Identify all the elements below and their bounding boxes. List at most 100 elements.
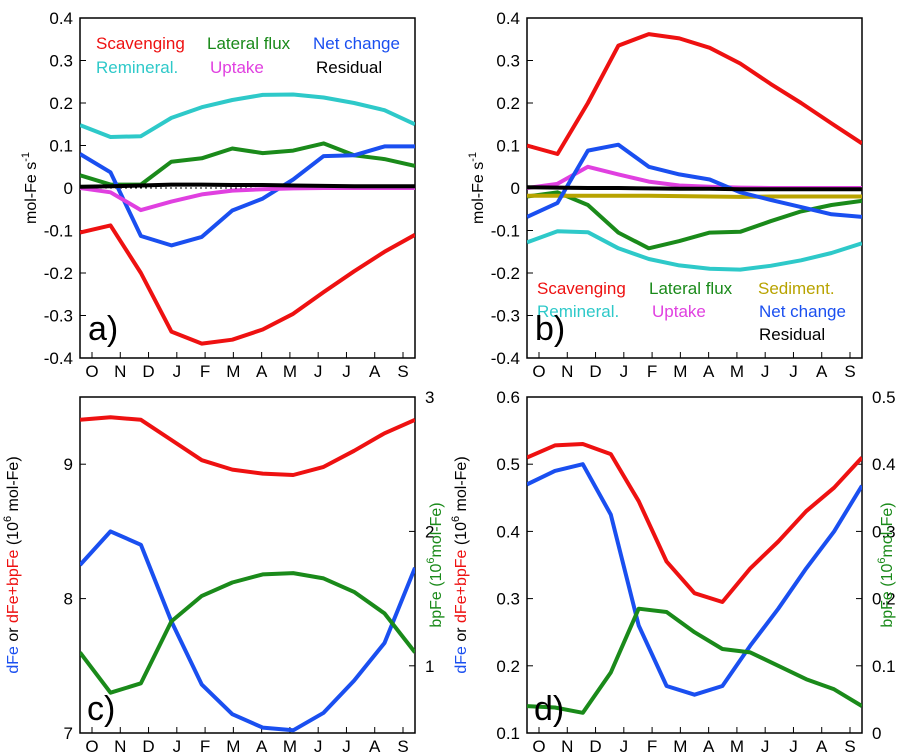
x-tick-label: M [226,737,240,756]
legend-entry: Scavenging [96,34,185,53]
x-tick-label: N [561,362,573,381]
x-tick-label: F [647,362,657,381]
y-axis-label-part: (10 [453,522,470,550]
x-tick-label: M [730,362,744,381]
y-tick-label: 0 [64,179,73,198]
y-tick-label: 0.1 [496,137,520,156]
legend-entry: Residual [759,325,825,344]
x-tick-label: M [673,737,687,756]
y-tick-label: 0.5 [496,455,520,474]
y-tick-label: 0.1 [496,724,520,743]
y-tick-label: -0.2 [44,264,73,283]
x-tick-label: J [342,737,351,756]
x-tick-label: J [342,362,351,381]
panel-label: d) [534,690,564,728]
y2-tick-label: 0.3 [872,522,896,541]
x-tick-label: J [173,737,182,756]
series-line-scavenging [527,32,862,156]
y-tick-label: 0.2 [49,94,73,113]
x-tick-label: N [114,362,126,381]
y2-tick-label: 0.4 [872,455,896,474]
y-tick-label: -0.3 [491,307,520,326]
x-tick-label: A [256,362,268,381]
series-line-sediment [527,193,862,199]
x-tick-label: J [314,737,323,756]
y-tick-label: 0.4 [49,9,73,28]
legend-entry: Sediment. [758,279,835,298]
x-tick-label: A [703,737,715,756]
x-tick-label: D [142,737,154,756]
x-tick-label: D [589,737,601,756]
y-tick-label: 0.3 [49,52,73,71]
y2-axis-label-part: bpFe (10 [428,564,445,628]
x-tick-label: F [200,737,210,756]
y-tick-label: -0.4 [491,349,520,368]
y-axis-label-superscript: -1 [20,152,32,162]
series-line-dfe [527,462,862,697]
panel-b: O N D J F M A M J J A S-0.4-0.3-0.2-0.100.10.20.30.… [467,9,863,381]
x-tick-label: J [761,362,770,381]
x-tick-label: F [200,362,210,381]
x-tick-label: J [761,737,770,756]
series-line-bpfe [80,571,415,695]
x-tick-label: S [397,737,408,756]
y2-tick-label: 1 [425,657,434,676]
y-tick-label: 8 [64,590,73,609]
y2-tick-label: 0.2 [872,590,896,609]
y-axis-label-text: mol-Fe s [23,162,40,224]
y-axis-label-part: 6 [450,516,462,522]
x-tick-label: O [532,362,545,381]
y2-axis-label-part: mol-Fe) [879,502,896,557]
y-axis-label-part: (10 [5,522,22,550]
x-tick-label: O [532,737,545,756]
series-line-dfe-bpfe [527,442,862,604]
series-line-dfe [80,529,415,733]
y-axis-label: mol-Fe s-1 [467,152,487,224]
x-tick-label: S [397,362,408,381]
x-tick-label: O [85,362,98,381]
y2-axis-label-part: bpFe (10 [879,564,896,628]
series-line-remineral [80,92,415,139]
legend-entry: Uptake [652,302,706,321]
x-tick-label: A [816,362,828,381]
y-tick-label: -0.1 [491,222,520,241]
y2-axis-label: bpFe (106mol-Fe) [425,502,445,627]
legend-entry: Lateral flux [649,279,733,298]
y-axis-label-text: mol-Fe s [470,162,487,224]
x-tick-label: M [283,362,297,381]
y-axis-label-part: dFe+bpFe [5,549,22,622]
y-tick-label: 0.4 [496,9,520,28]
x-tick-label: J [620,362,629,381]
legend-entry: Residual [316,58,382,77]
y-tick-label: -0.1 [44,222,73,241]
y-tick-label: 0.4 [496,522,520,541]
legend-entry: Remineral. [96,58,178,77]
x-tick-label: D [142,362,154,381]
legend-entry: Uptake [210,58,264,77]
legend-entry: Net change [313,34,400,53]
y2-tick-label: 0 [872,724,881,743]
y-tick-label: 0.2 [496,94,520,113]
y2-axis-label: bpFe (106mol-Fe) [876,502,896,627]
y2-axis-label-part: 6 [876,557,888,563]
series-line-net-change [80,144,415,248]
series-line-residual [527,185,862,192]
y-tick-label: 0.3 [496,590,520,609]
x-tick-label: A [703,362,715,381]
x-tick-label: A [256,737,268,756]
series-line-bpfe [527,606,862,715]
y-axis-label-part: dFe [453,646,470,674]
x-tick-label: J [789,737,798,756]
legend-entry: Scavenging [537,279,626,298]
y-axis-label: dFe or dFe+bpFe (106 mol-Fe) [2,456,22,673]
legend-entry: Lateral flux [207,34,291,53]
legend-entry: Remineral. [537,302,619,321]
x-tick-label: J [173,362,182,381]
y-axis-label-part: dFe+bpFe [453,549,470,622]
x-tick-label: A [369,362,381,381]
y2-axis-label-part: 6 [425,557,437,563]
y-axis-label-superscript: -1 [467,152,479,162]
